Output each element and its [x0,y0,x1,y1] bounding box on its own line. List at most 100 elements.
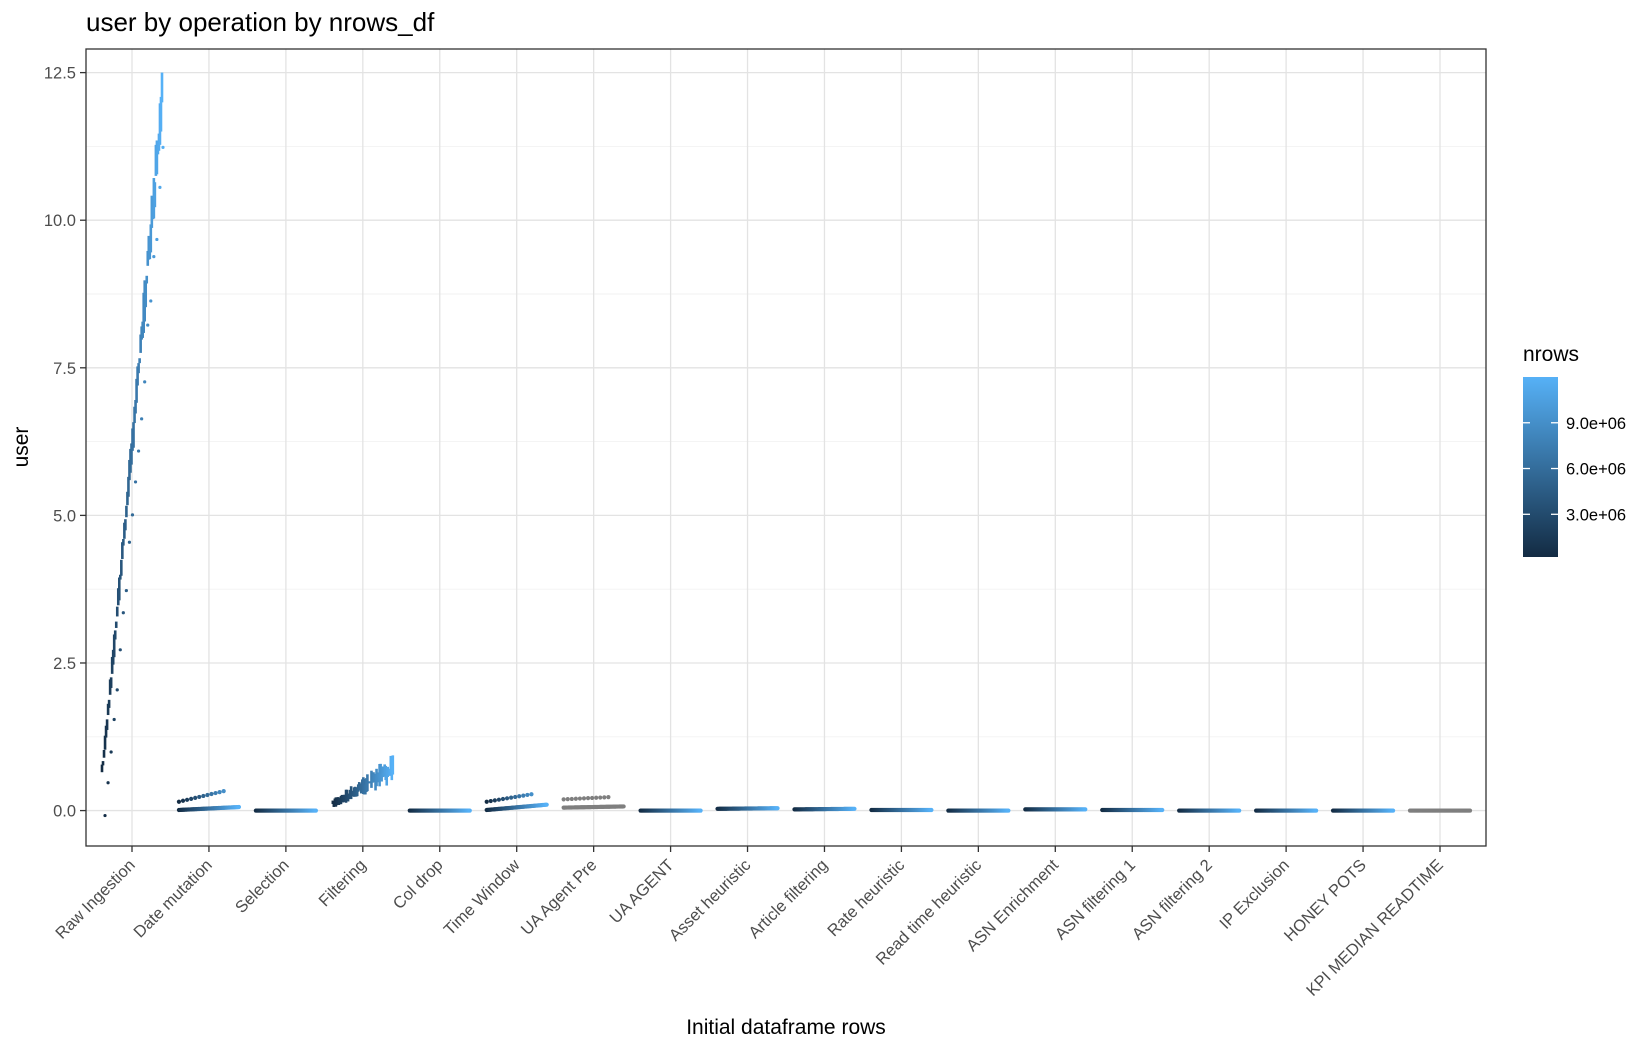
outlier-point [115,688,119,692]
outlier-point [161,145,165,149]
data-point-upper [509,795,514,800]
x-tick-label: KPI MEDIAN READTIME [1303,856,1447,1000]
data-point-upper [205,792,210,798]
series-ip-exclusion [1254,808,1319,813]
series-ua-agent-pre [561,795,626,810]
x-tick-label: IP Exclusion [1216,856,1293,933]
series-asn-enrichment [1023,807,1088,812]
data-point-upper [529,792,534,797]
data-point-upper [594,795,599,800]
outlier-point [155,237,159,242]
x-tick-label: Rate heuristic [824,856,908,940]
colorbar-label: 9.0e+06 [1566,415,1626,433]
data-point-upper [573,796,578,801]
outlier-point [133,480,138,484]
grid [86,49,1486,846]
data-point-upper [504,796,510,801]
data-point-upper [513,794,518,800]
series-asset-heuristic [715,806,780,811]
x-axis-title: Initial dataframe rows [686,1016,886,1039]
data-point [1160,807,1165,813]
data-point [1237,808,1242,813]
series-honey-pots [1330,808,1396,813]
series-filtering [331,755,395,807]
data-point-upper [496,797,502,802]
data-point-upper [193,795,198,800]
outlier-point [136,449,141,453]
data-point [852,806,857,811]
colorbar-ticks: 3.0e+06 6.0e+06 9.0e+06 [1523,415,1626,524]
outlier-point [103,813,107,818]
legend-title: nrows [1523,343,1579,366]
data-marks [100,72,1473,818]
outlier-point [149,299,153,303]
data-point-upper [180,798,186,803]
outlier-point [152,255,156,259]
x-tick-label: Time Window [441,856,524,939]
x-tick-label: ASN filtering 1 [1052,856,1139,943]
data-point [1467,808,1473,813]
data-point [313,808,318,813]
data-point-upper [602,795,607,800]
data-point-upper [221,789,226,794]
series-read-time-heuristic [946,808,1011,813]
series-asn-filtering-1 [1100,807,1165,813]
y-tick-label: 10.0 [44,212,76,230]
chart-title: user by operation by nrows_df [86,7,435,37]
outlier-point [124,588,128,593]
x-tick-label: Date mutation [130,856,215,941]
colorbar [1523,377,1558,557]
x-tick-label: Col drop [390,856,447,913]
y-tick-label: 12.5 [44,65,76,83]
series-raw-ingestion [100,72,165,818]
data-point-upper [217,790,222,795]
x-tick-label: Asset heuristic [666,856,755,945]
y-tick-label: 7.5 [53,360,76,378]
data-point-upper [525,792,530,798]
series-asn-filtering-2 [1177,808,1242,813]
data-point [1006,808,1011,813]
x-tick-label: Filtering [315,856,369,910]
data-point-upper [209,791,214,797]
series-ua-agent [638,808,703,813]
data-point [1314,808,1319,813]
data-point-upper [585,796,591,801]
data-point [467,808,472,813]
y-tick-label: 0.0 [53,803,76,821]
data-point-upper [521,793,526,798]
plot-panel [86,49,1486,846]
y-tick-label: 2.5 [53,655,76,673]
outlier-point [106,781,110,785]
y-tick-label: 5.0 [53,507,76,525]
series-kpi-median-readtime [1407,808,1473,813]
series-article-filtering [792,806,857,812]
data-point-upper [569,796,574,802]
x-tick-label: Raw Ingestion [52,856,139,943]
data-point-upper [213,790,218,796]
data-point-upper [581,796,587,801]
y-axis-title: user [10,427,33,468]
data-point-upper [606,795,611,800]
data-point [775,806,780,811]
outlier-point [143,380,147,384]
outlier-point [121,611,125,615]
outlier-point [112,717,116,722]
data-point-upper [488,798,493,804]
outlier-point [146,323,150,327]
series-time-window [484,792,549,813]
colorbar-label: 6.0e+06 [1566,461,1626,479]
x-tick-label: HONEY POTS [1281,856,1370,945]
x-tick-label: Selection [232,856,293,917]
data-point-upper [189,796,194,801]
y-axis: 0.0 2.5 5.0 7.5 10.0 12.5 [44,65,86,821]
outlier-point [118,648,122,652]
series-selection [253,808,318,813]
x-tick-label: UA AGENT [606,856,677,927]
data-point-upper [176,799,182,804]
data-point [698,808,703,813]
data-point [929,807,934,813]
data-point [1083,807,1088,812]
series-col-drop [407,808,472,813]
data-point-upper [590,795,595,801]
